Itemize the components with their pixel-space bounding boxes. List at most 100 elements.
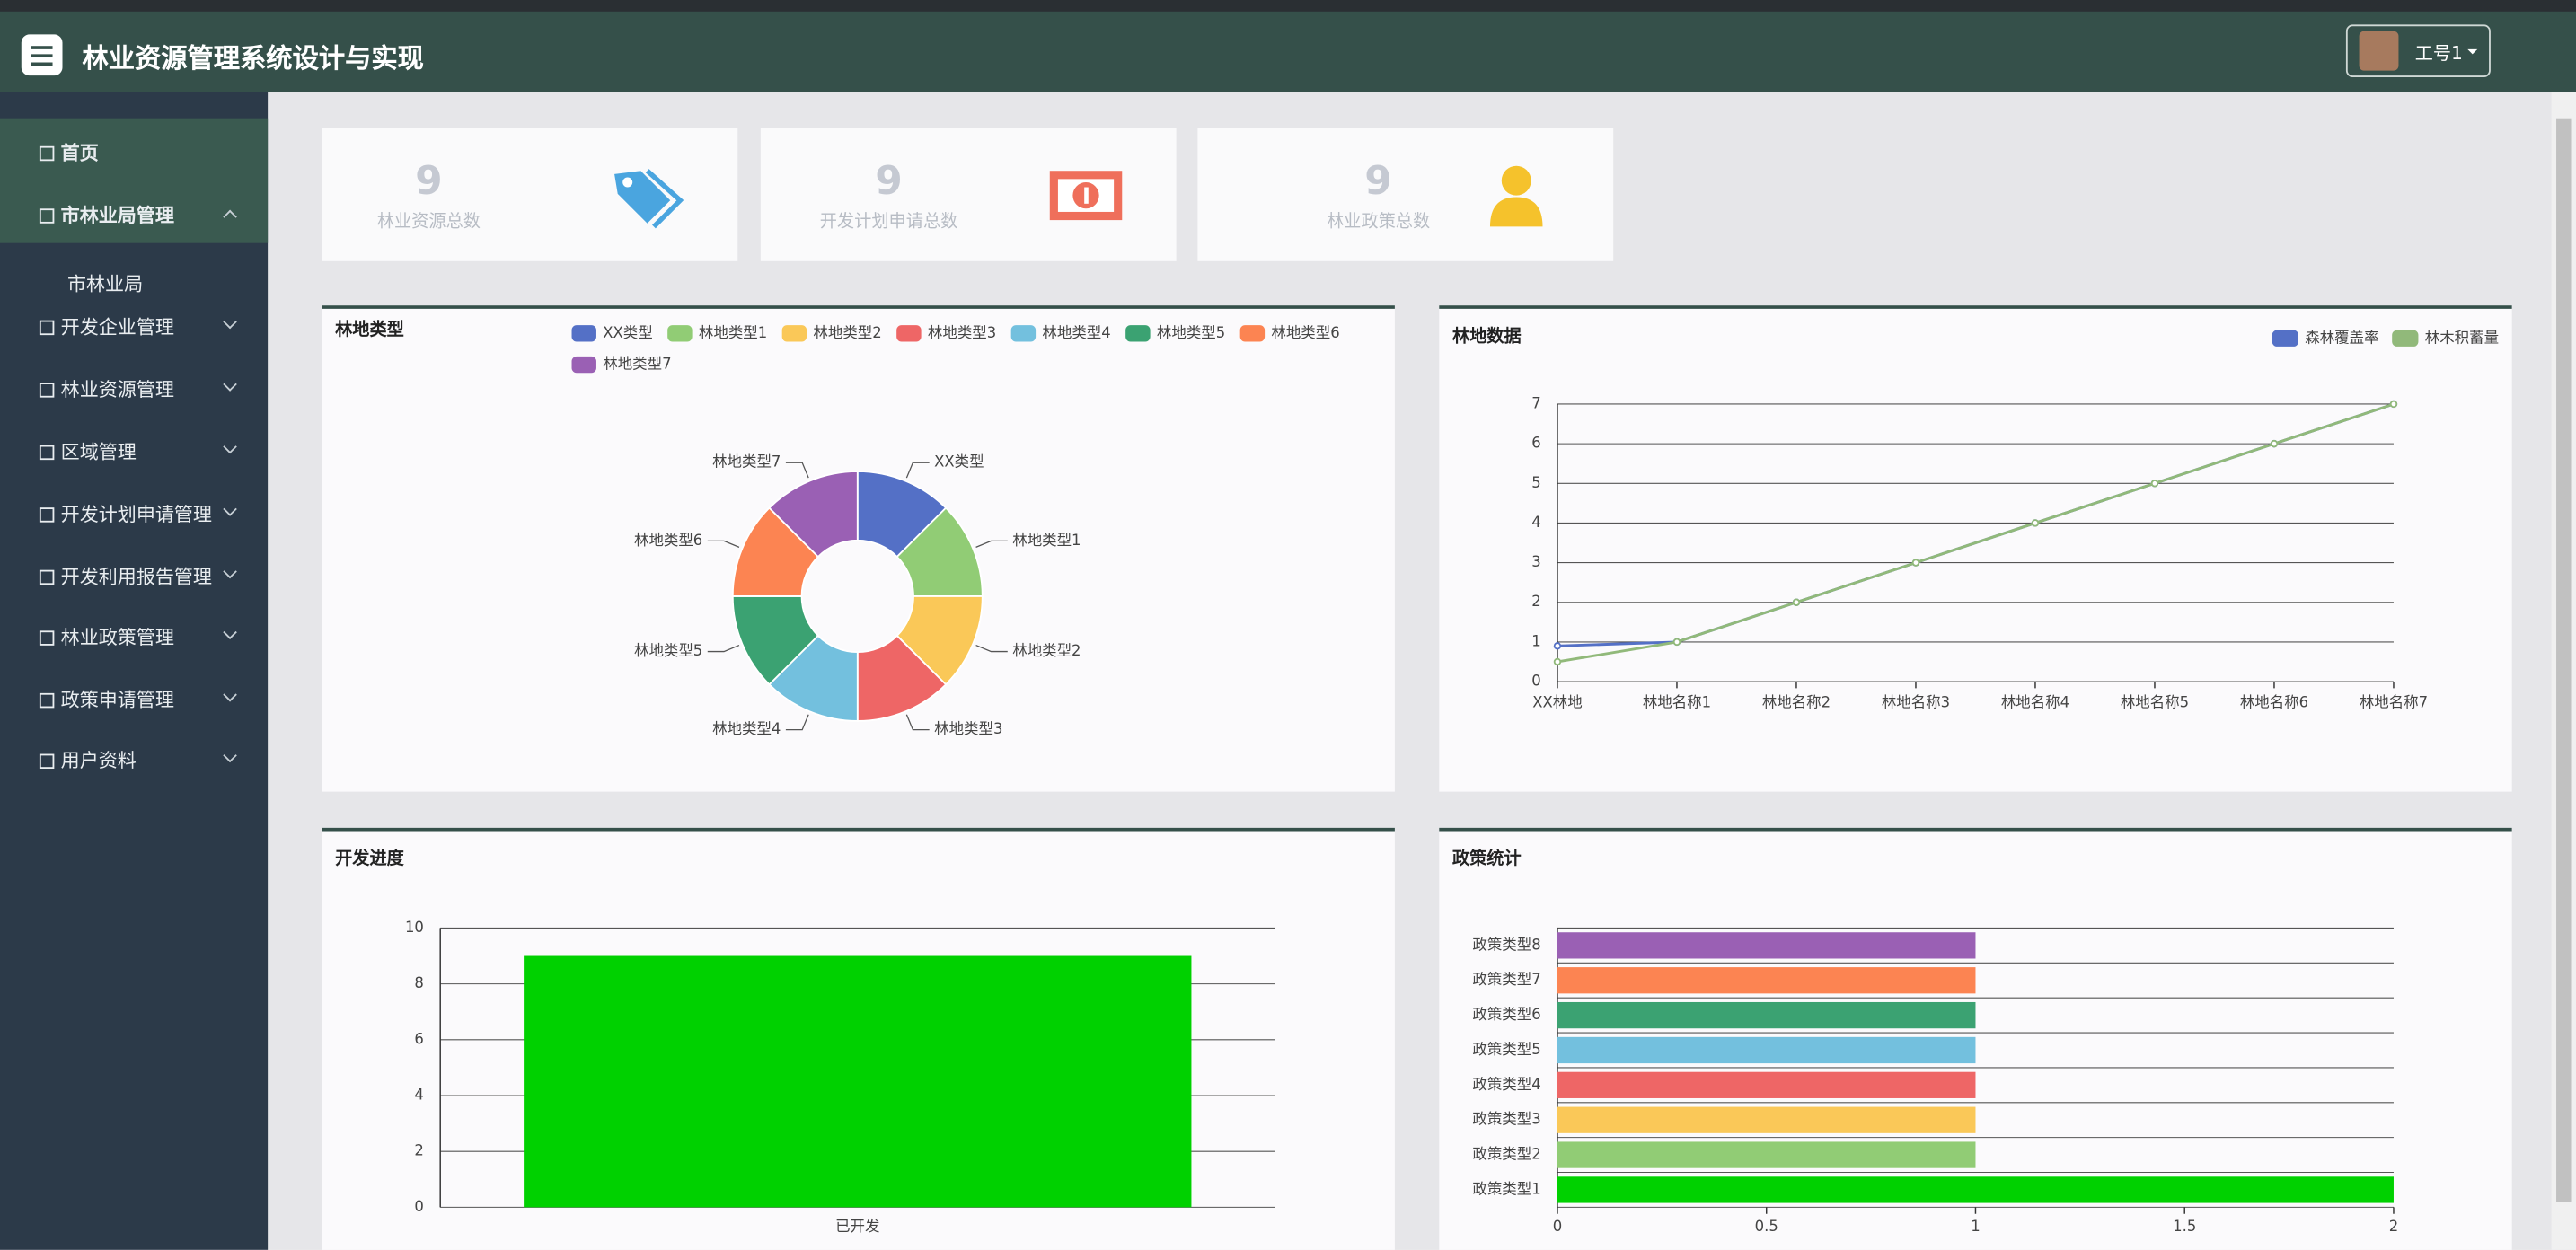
legend-swatch bbox=[667, 325, 693, 342]
stat-card: 9 开发计划申请总数 bbox=[760, 128, 1177, 261]
stat-value: 9 bbox=[875, 157, 903, 204]
y-tick-label: 4 bbox=[414, 1086, 423, 1103]
point bbox=[2270, 439, 2279, 448]
y-tick-label: 7 bbox=[1531, 394, 1540, 411]
y-tick-label: 政策类型6 bbox=[1472, 1006, 1540, 1023]
legend-swatch bbox=[1010, 325, 1037, 342]
nav-item[interactable]: 政策申请管理 bbox=[39, 687, 174, 713]
user-menu[interactable]: 工号1 bbox=[2345, 24, 2491, 77]
avatar bbox=[2359, 31, 2399, 71]
x-tick-label: 0 bbox=[1553, 1218, 1562, 1235]
chart-panel: 政策统计 0 0.5 1 1.5 2 政策类型1 政策类型2 政策类型3 政策类型4 政策类型5 政策… bbox=[1439, 827, 2512, 1250]
x-tick-label: 林地名称6 bbox=[2240, 693, 2308, 710]
user-name: 工号1 bbox=[2414, 42, 2463, 65]
y-tick-label: 8 bbox=[414, 974, 423, 991]
y-tick-label: 10 bbox=[405, 919, 424, 936]
scroll-thumb[interactable] bbox=[2556, 118, 2572, 1202]
caret bbox=[2467, 48, 2478, 55]
nav-label: 开发计划申请管理 bbox=[60, 502, 212, 526]
chart-title: 林地数据 bbox=[1452, 325, 1522, 346]
legend-item: 林地类型5 bbox=[1125, 324, 1225, 342]
nav-label: 用户资料 bbox=[60, 749, 137, 772]
nav-icon bbox=[39, 507, 55, 523]
x-tick-label: 林地名称4 bbox=[2001, 693, 2069, 710]
legend-swatch bbox=[896, 325, 922, 342]
legend-swatch bbox=[781, 325, 807, 342]
x-tick-label: 林地名称3 bbox=[1882, 693, 1950, 710]
bar bbox=[1557, 1071, 1976, 1098]
slice-label: 林地类型6 bbox=[634, 532, 702, 549]
menu-button[interactable] bbox=[21, 34, 63, 76]
label-line bbox=[975, 644, 1008, 653]
nav-item[interactable]: 市林业局管理 bbox=[39, 202, 174, 228]
nav-icon bbox=[39, 445, 55, 461]
chart-panel: 林地数据 0 1 2 3 4 5 6 7 XX林地 林地名称1 林地名称2 林地名称3 林地名称4 林地名称… bbox=[1439, 305, 2512, 792]
legend-label: 林地类型7 bbox=[603, 356, 671, 373]
user-icon bbox=[1489, 165, 1543, 227]
y-tick-label: 4 bbox=[1531, 514, 1540, 531]
legend-swatch bbox=[571, 356, 596, 374]
legend-swatch bbox=[2272, 330, 2298, 347]
x-tick-label: 林地名称7 bbox=[2360, 693, 2428, 710]
x-tick-label: 1.5 bbox=[2173, 1218, 2196, 1235]
y-tick-label: 政策类型3 bbox=[1472, 1111, 1540, 1128]
nav-label: 区域管理 bbox=[60, 440, 137, 463]
label-line bbox=[785, 714, 809, 731]
nav-icon bbox=[39, 145, 55, 162]
slice-label: 林地类型2 bbox=[1012, 642, 1081, 659]
stat-label: 林业资源总数 bbox=[376, 211, 481, 232]
legend-swatch bbox=[1239, 325, 1266, 342]
tag-icon bbox=[614, 169, 684, 229]
x-tick-label: 林地名称5 bbox=[2121, 693, 2189, 710]
nav-item[interactable]: 林业资源管理 bbox=[39, 376, 174, 402]
point bbox=[2389, 400, 2398, 409]
nav-item[interactable]: 用户资料 bbox=[39, 747, 137, 773]
point bbox=[2031, 519, 2040, 527]
slice-label: 林地类型7 bbox=[712, 453, 781, 471]
nav-item[interactable]: 开发企业管理 bbox=[39, 313, 174, 339]
legend-item: 林地类型3 bbox=[896, 324, 996, 342]
nav-item[interactable]: 区域管理 bbox=[39, 438, 137, 464]
nav-label: 林业资源管理 bbox=[60, 377, 174, 401]
chart: 林地类型 XX类型 林地类型1 林地类型2 林地类型3 林地类型4 林地类型5 林地类型6林地… bbox=[335, 319, 1340, 737]
bar bbox=[1557, 1036, 1976, 1064]
nav-item[interactable]: 开发利用报告管理 bbox=[39, 563, 212, 589]
y-tick-label: 政策类型1 bbox=[1472, 1180, 1540, 1197]
nav-item[interactable]: 首页 bbox=[39, 139, 99, 165]
y-tick-label: 2 bbox=[1531, 593, 1540, 610]
legend-item: 林地类型4 bbox=[1010, 324, 1111, 342]
legend-label: 林地类型3 bbox=[928, 324, 996, 341]
line-series bbox=[1557, 402, 2395, 647]
scrollbar[interactable] bbox=[2551, 92, 2576, 1250]
y-tick-label: 政策类型7 bbox=[1472, 971, 1540, 988]
bar bbox=[524, 955, 1192, 1208]
point bbox=[2150, 480, 2159, 488]
legend-label: 林地类型5 bbox=[1157, 324, 1225, 341]
slice-label: XX类型 bbox=[934, 453, 984, 471]
chart-panel: 林地类型 XX类型 林地类型1 林地类型2 林地类型3 林地类型4 林地类型5 林地类型6 林地… bbox=[322, 305, 1395, 792]
point bbox=[1553, 657, 1562, 666]
sidebar bbox=[0, 92, 269, 1250]
legend-label: 林地类型2 bbox=[813, 324, 881, 341]
chart-title: 开发进度 bbox=[335, 848, 405, 868]
y-tick-label: 2 bbox=[414, 1142, 423, 1159]
line-series bbox=[1557, 402, 2395, 664]
nav-label: 首页 bbox=[60, 141, 99, 164]
stat-label: 开发计划申请总数 bbox=[819, 211, 958, 232]
point bbox=[1672, 638, 1681, 647]
point bbox=[1792, 598, 1801, 606]
nav-label: 市林业局管理 bbox=[60, 203, 174, 227]
stat-value: 9 bbox=[1364, 157, 1392, 204]
x-tick-label: 1 bbox=[1971, 1218, 1980, 1235]
stat-card: 9 林业资源总数 bbox=[322, 128, 738, 261]
chart-title: 林地类型 bbox=[335, 319, 404, 339]
nav-item[interactable]: 开发计划申请管理 bbox=[39, 501, 212, 527]
bar bbox=[1557, 1176, 2394, 1203]
nav-item[interactable]: 林业政策管理 bbox=[39, 624, 174, 650]
nav-item[interactable]: 市林业局 bbox=[67, 271, 143, 297]
nav-label: 政策申请管理 bbox=[60, 688, 174, 711]
y-tick-label: 5 bbox=[1531, 474, 1540, 491]
label-line bbox=[905, 462, 930, 479]
